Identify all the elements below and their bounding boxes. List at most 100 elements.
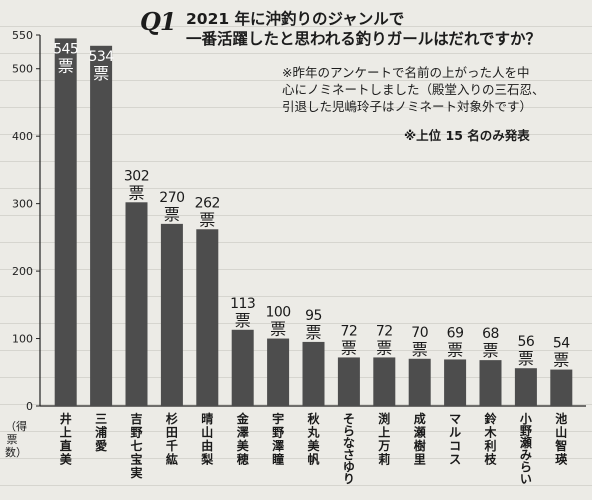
category-label-char: 利 [484,438,496,453]
category-label-char: 千 [166,438,178,453]
category-label-char: 晴 [201,411,213,426]
category-label-char: 池 [555,411,567,426]
y-tick-label: 400 [12,130,33,143]
category-label-char: 樹 [414,438,426,453]
category-label-char: 浦 [95,425,107,440]
category-label-char: 宇 [272,411,284,426]
category-label-char: 紘 [166,452,178,467]
category-label-char: ら [520,460,532,474]
category-label-char: 澤 [272,438,284,453]
bar [54,38,77,406]
bar-value-label: 69 [447,325,464,341]
category-label-char: 野 [130,426,142,440]
bar-value-label: 270 [159,190,184,206]
category-label-char: 美 [307,438,320,453]
category-label-char: ス [449,453,461,467]
category-label-char: い [520,472,532,486]
category-label-char: り [343,472,355,486]
category-label-char: な [343,436,355,450]
bar-value-unit: 票 [482,341,498,360]
bar-value-unit: 票 [235,311,251,330]
question-text: 2021 年に沖釣りのジャンルで 一番活躍したと思われる釣りガールはだれですか？ [186,10,541,48]
bar [302,341,325,406]
top-15-note: ※上位 15 名のみ発表 [404,128,530,143]
category-label-char: 瀬 [519,435,532,450]
bar-value-unit: 票 [93,64,109,83]
category-label-char: 吉 [130,411,142,426]
bar [408,358,431,406]
y-tick-label: 100 [12,333,33,346]
bar-value-unit: 票 [447,340,463,359]
bar [514,368,537,406]
bar [196,229,219,406]
bar [231,329,254,406]
category-label-char: 宝 [130,452,142,467]
category-label-char: コ [449,439,461,453]
bar [479,360,502,406]
bar-value-label: 72 [340,323,357,339]
category-label-char: 渕 [378,411,390,426]
category-label-char: 愛 [95,438,107,453]
nomination-note: ※昨年のアンケートで名前の上がった人を中 心にノミネートしました（殿堂入りの三石… [282,65,545,114]
bar [267,338,290,406]
category-label-char: 里 [414,452,426,467]
bar-value-unit: 票 [553,351,569,370]
bar-value-label: 95 [305,308,322,324]
bar-value-label: 72 [376,323,393,339]
bar-value-unit: 票 [270,320,286,339]
bar-value-label: 113 [230,296,255,312]
category-label-char: 成 [414,411,426,426]
category-label-char: そ [343,412,355,426]
category-label-char: さ [343,448,355,462]
bar [337,357,360,406]
category-label-char: 穂 [237,452,249,467]
category-label-char: 帆 [307,452,319,467]
category-label-char: 由 [201,438,213,453]
category-label-char: 瀬 [413,425,426,440]
category-label-char: 杉 [166,411,178,426]
category-label-char: 莉 [378,452,390,467]
category-label-char: 上 [378,425,390,440]
category-label-char: ル [449,426,461,440]
category-label-char: 実 [130,465,142,480]
category-label-char: 美 [60,452,73,467]
bar-value-unit: 票 [128,183,144,202]
y-tick-label: 500 [12,63,33,76]
category-label-char: 枝 [483,452,497,467]
bar-value-label: 56 [517,334,534,350]
category-label-char: 木 [483,425,497,440]
category-label-char: 野 [520,424,532,438]
category-label-char: み [520,448,532,462]
bar [125,202,148,406]
bar-value-unit: 票 [305,323,321,342]
bar-value-unit: 票 [58,56,74,75]
bar-value-label: 54 [553,336,570,352]
bar [160,223,183,406]
bar-value-unit: 票 [518,349,534,368]
bar-value-unit: 票 [341,338,357,357]
bar [444,359,467,406]
category-label-char: ゆ [343,460,355,474]
category-label-char: 秋 [307,411,320,426]
category-label-char: 山 [555,425,567,440]
bar-value-unit: 票 [164,205,180,224]
category-label-char: 三 [95,412,107,426]
y-tick-label: 550 [12,29,33,42]
category-label-char: 金 [236,411,250,426]
question-number: Q1 [140,7,177,36]
bar-value-label: 100 [265,305,290,321]
y-tick-label: 300 [12,198,33,211]
category-label-char: ら [343,424,355,438]
bar-value-label: 70 [411,325,428,341]
bar [550,369,573,406]
bar-value-unit: 票 [412,340,428,359]
category-label-char: マ [449,412,461,426]
category-label-char: 瑛 [555,452,568,467]
bar-value-label: 262 [195,195,220,211]
category-label-char: 山 [201,425,213,440]
bar-value-label: 534 [88,49,114,65]
category-label-char: 田 [166,426,178,440]
bar-value-unit: 票 [376,338,392,357]
category-label-char: 澤 [237,425,249,440]
